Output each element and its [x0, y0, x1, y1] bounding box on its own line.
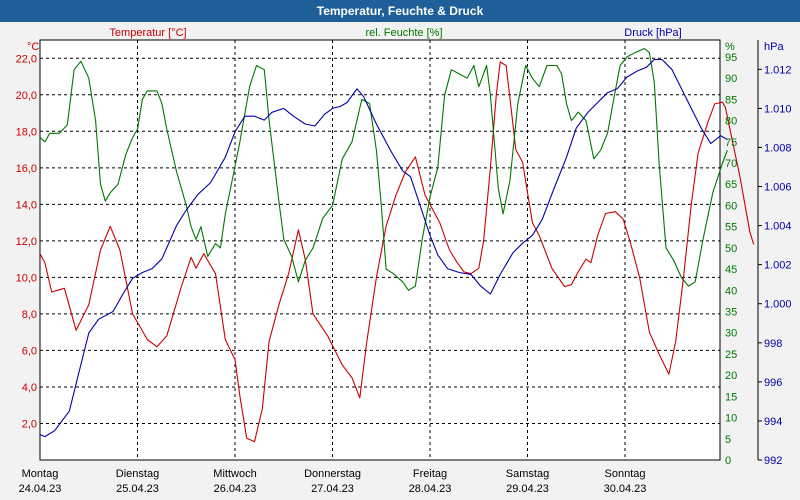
temperature-series-line [39, 61, 755, 443]
pressure-tick-label: 1.000 [764, 299, 792, 311]
pressure-axis: 992 994 996 998 1.000 1.002 1.004 1.006 1.008 1.0… [758, 64, 792, 467]
humidity-tick-label: 85 [725, 94, 737, 106]
pressure-tick-label: 998 [764, 338, 782, 350]
humidity-tick-label: 90 [725, 73, 737, 85]
pressure-series-line [39, 58, 728, 438]
x-tick-day: Montag [22, 468, 59, 480]
x-tick-date: 24.04.23 [19, 483, 62, 495]
x-tick-day: Dienstag [116, 468, 159, 480]
temperature-tick-label: 8,0 [22, 309, 37, 321]
temperature-tick-label: 22,0 [16, 53, 37, 65]
x-tick-date: 27.04.23 [311, 483, 354, 495]
humidity-tick-label: 10 [725, 413, 737, 425]
temperature-tick-label: 18,0 [16, 126, 37, 138]
x-tick-date: 26.04.23 [214, 483, 257, 495]
temperature-tick-label: 12,0 [16, 236, 37, 248]
pressure-tick-label: 992 [764, 455, 782, 467]
humidity-tick-label: 70 [725, 158, 737, 170]
humidity-tick-label: 25 [725, 349, 737, 361]
humidity-tick-label: 5 [725, 434, 731, 446]
temperature-tick-label: 20,0 [16, 90, 37, 102]
x-tick-date: 28.04.23 [409, 483, 452, 495]
chart-title: Temperatur, Feuchte & Druck [0, 0, 800, 22]
humidity-unit: % [725, 41, 735, 53]
temperature-axis: 2,0 4,0 6,0 8,0 10,0 12,0 14,0 16,0 18,0 20,0 22,0 [16, 53, 37, 430]
humidity-tick-label: 50 [725, 243, 737, 255]
pressure-unit: hPa [764, 41, 784, 53]
x-axis: Montag 24.04.23 Dienstag 25.04.23 Mittwoch 26… [19, 468, 647, 495]
temperature-tick-label: 6,0 [22, 345, 37, 357]
humidity-tick-label: 40 [725, 285, 737, 297]
x-tick-date: 30.04.23 [604, 483, 647, 495]
temperature-tick-label: 2,0 [22, 418, 37, 430]
temperature-tick-label: 16,0 [16, 163, 37, 175]
x-tick-day: Mittwoch [213, 468, 256, 480]
humidity-tick-label: 75 [725, 137, 737, 149]
humidity-tick-label: 55 [725, 222, 737, 234]
temperature-tick-label: 10,0 [16, 272, 37, 284]
pressure-tick-label: 994 [764, 416, 782, 428]
grid [40, 40, 720, 460]
humidity-tick-label: 30 [725, 328, 737, 340]
humidity-tick-label: 20 [725, 370, 737, 382]
pressure-tick-label: 1.010 [764, 103, 792, 115]
temperature-tick-label: 4,0 [22, 382, 37, 394]
series-layer [39, 47, 755, 443]
x-tick-date: 25.04.23 [116, 483, 159, 495]
temperature-unit: °C [27, 41, 39, 53]
x-tick-day: Freitag [413, 468, 447, 480]
humidity-tick-label: 65 [725, 179, 737, 191]
pressure-tick-label: 996 [764, 377, 782, 389]
humidity-tick-label: 0 [725, 455, 731, 467]
x-tick-date: 29.04.23 [506, 483, 549, 495]
humidity-tick-label: 45 [725, 264, 737, 276]
pressure-tick-label: 1.006 [764, 182, 792, 194]
pressure-tick-label: 1.002 [764, 260, 792, 272]
humidity-series-line [39, 47, 728, 291]
plot-area [39, 39, 721, 461]
humidity-tick-label: 60 [725, 200, 737, 212]
pressure-tick-label: 1.012 [764, 64, 792, 76]
humidity-tick-label: 15 [725, 391, 737, 403]
humidity-tick-label: 80 [725, 116, 737, 128]
pressure-tick-label: 1.008 [764, 142, 792, 154]
x-tick-day: Samstag [506, 468, 549, 480]
temperature-label: Temperatur [°C] [109, 27, 186, 39]
humidity-axis: 0 5 10 15 20 25 30 35 40 45 50 55 60 65 70 75 80 85 90 95 [725, 52, 737, 467]
humidity-label: rel. Feuchte [%] [365, 27, 442, 39]
pressure-tick-label: 1.004 [764, 221, 792, 233]
pressure-label: Druck [hPa] [624, 27, 681, 39]
humidity-tick-label: 35 [725, 307, 737, 319]
humidity-tick-label: 95 [725, 52, 737, 64]
x-tick-day: Donnerstag [304, 468, 361, 480]
x-tick-day: Sonntag [605, 468, 646, 480]
temperature-tick-label: 14,0 [16, 199, 37, 211]
